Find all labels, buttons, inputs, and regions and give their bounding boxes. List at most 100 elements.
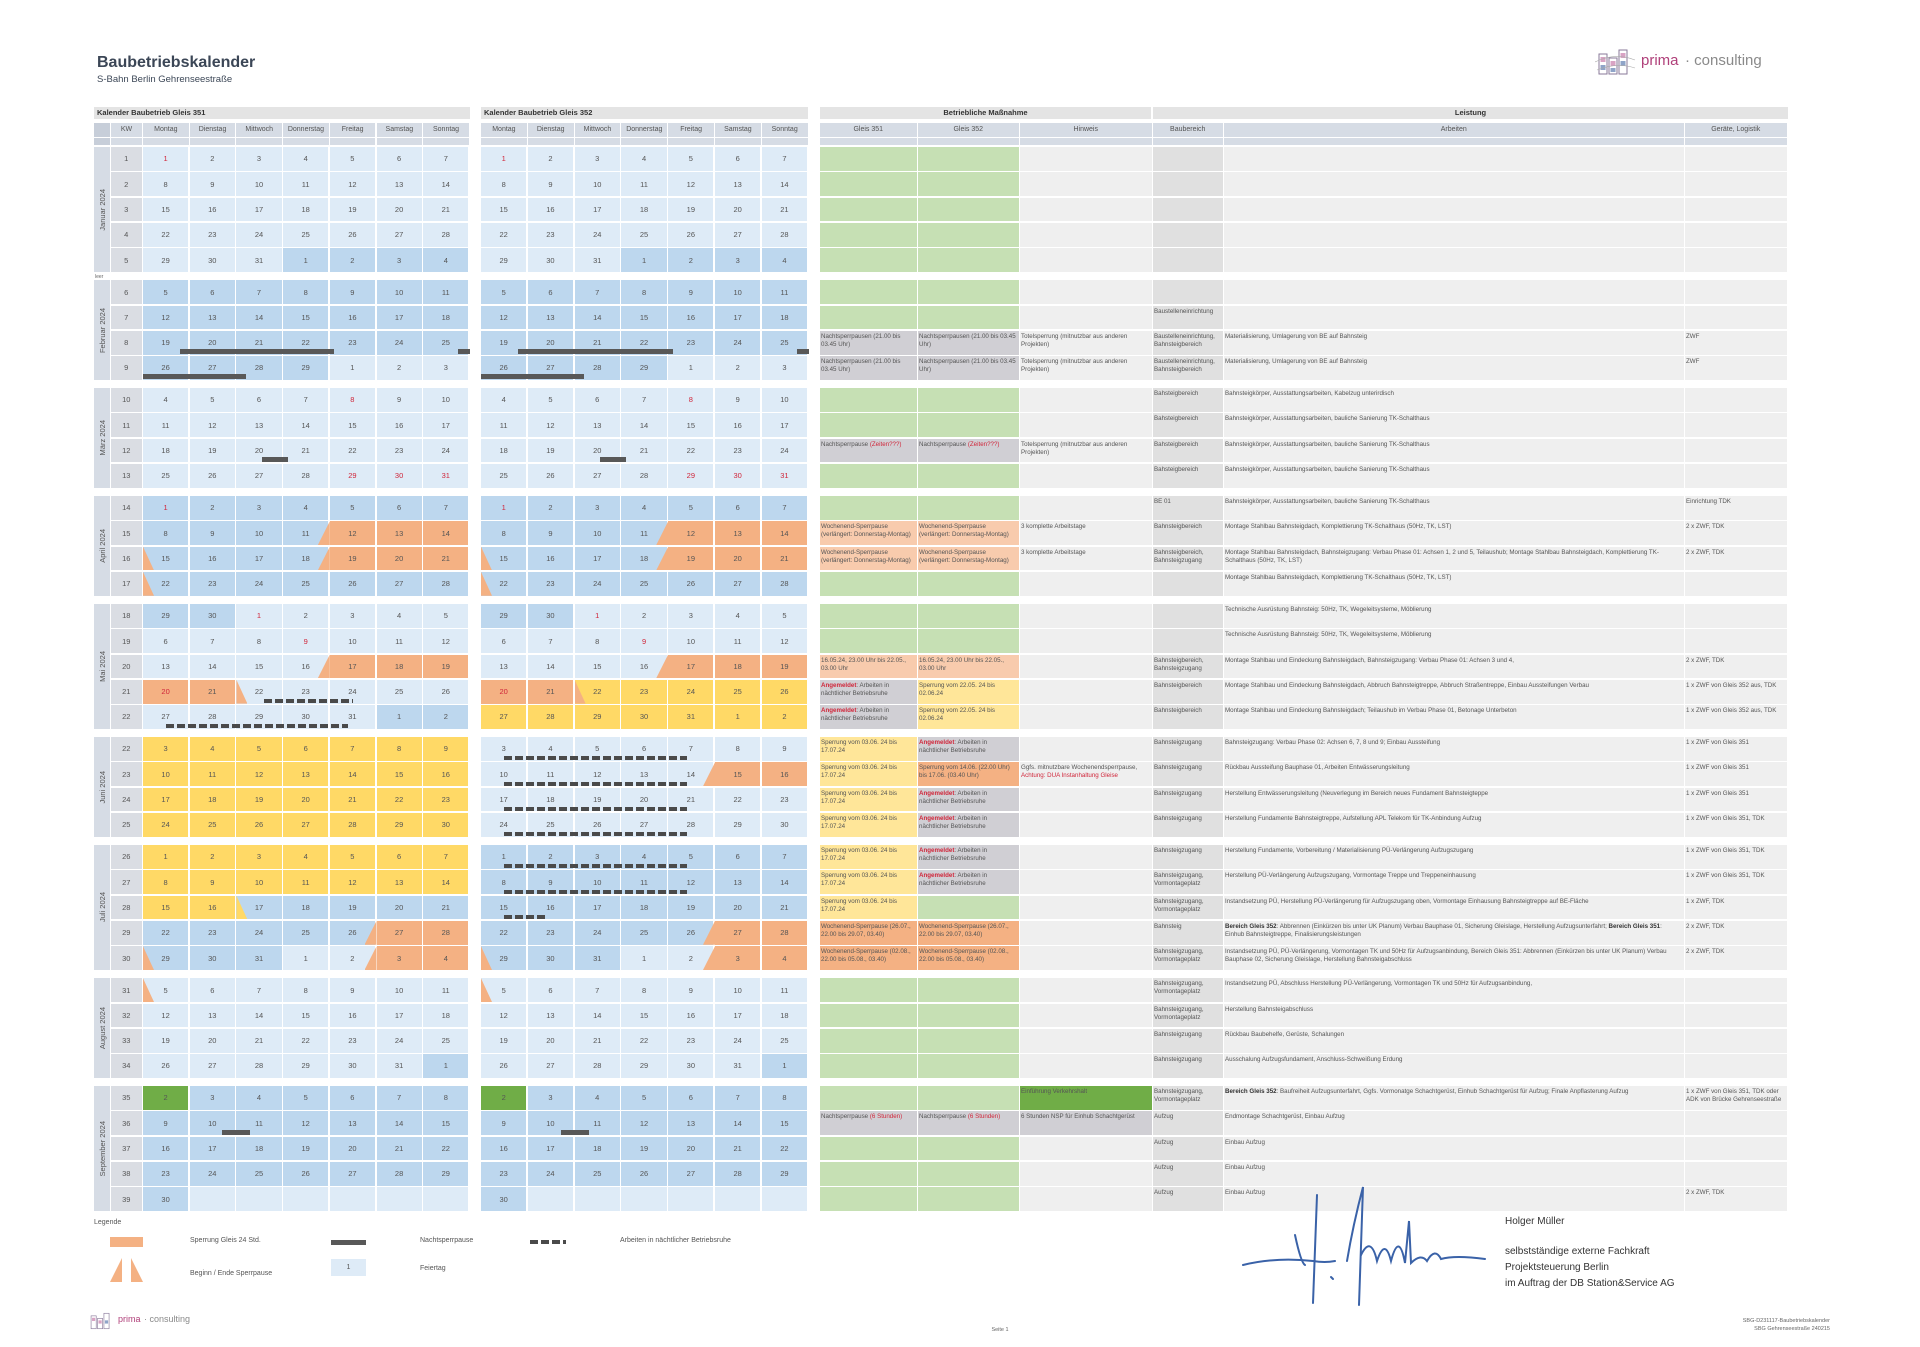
day-cell[interactable]: 25 bbox=[376, 679, 422, 704]
day-cell[interactable]: 22 bbox=[143, 571, 189, 596]
day-cell[interactable]: 6 bbox=[481, 629, 527, 653]
day-cell[interactable]: 17 bbox=[574, 197, 620, 222]
day-cell[interactable]: 10 bbox=[574, 870, 620, 895]
day-cell[interactable]: 24 bbox=[574, 222, 620, 247]
day-cell[interactable]: 17 bbox=[376, 305, 422, 330]
day-cell[interactable]: 16 bbox=[527, 197, 574, 222]
day-cell[interactable]: 14 bbox=[574, 305, 620, 330]
day-cell[interactable]: 15 bbox=[715, 762, 761, 787]
day-cell[interactable]: 28 bbox=[236, 1054, 282, 1078]
day-cell[interactable]: 24 bbox=[715, 1028, 761, 1053]
day-cell[interactable]: 15 bbox=[481, 197, 527, 222]
day-cell[interactable]: 15 bbox=[621, 1003, 667, 1028]
day-cell[interactable]: 3 bbox=[236, 496, 282, 520]
day-cell[interactable]: 9 bbox=[329, 978, 375, 1002]
day-cell[interactable]: 18 bbox=[761, 305, 808, 330]
day-cell[interactable]: 23 bbox=[527, 571, 574, 596]
day-cell[interactable]: 28 bbox=[761, 571, 808, 596]
day-cell[interactable]: 27 bbox=[527, 356, 574, 380]
day-cell[interactable]: 10 bbox=[189, 1111, 235, 1136]
day-cell[interactable]: 22 bbox=[236, 679, 282, 704]
day-cell[interactable]: 28 bbox=[715, 1162, 761, 1186]
day-cell[interactable]: 21 bbox=[236, 1028, 282, 1053]
day-cell[interactable]: 8 bbox=[761, 1086, 808, 1110]
day-cell[interactable]: 26 bbox=[621, 1162, 667, 1186]
day-cell[interactable]: 20 bbox=[715, 895, 761, 920]
day-cell[interactable]: 21 bbox=[376, 1136, 422, 1161]
holiday-day-cell[interactable]: 31 bbox=[423, 464, 469, 488]
day-cell[interactable]: 30 bbox=[283, 705, 329, 729]
day-cell[interactable] bbox=[621, 1187, 667, 1212]
day-cell[interactable]: 18 bbox=[621, 197, 667, 222]
day-cell[interactable]: 30 bbox=[189, 603, 235, 628]
day-cell[interactable]: 25 bbox=[236, 1162, 282, 1186]
day-cell[interactable]: 21 bbox=[527, 679, 574, 704]
day-cell[interactable]: 21 bbox=[574, 330, 620, 355]
day-cell[interactable]: 11 bbox=[761, 978, 808, 1002]
day-cell[interactable]: 2 bbox=[143, 1086, 189, 1110]
day-cell[interactable] bbox=[189, 1187, 235, 1212]
day-cell[interactable]: 26 bbox=[143, 1054, 189, 1078]
day-cell[interactable]: 6 bbox=[621, 737, 667, 761]
day-cell[interactable]: 22 bbox=[621, 1028, 667, 1053]
day-cell[interactable]: 5 bbox=[329, 845, 375, 869]
day-cell[interactable]: 19 bbox=[143, 330, 189, 355]
day-cell[interactable]: 15 bbox=[236, 654, 282, 679]
day-cell[interactable]: 13 bbox=[715, 172, 761, 197]
day-cell[interactable]: 21 bbox=[189, 679, 235, 704]
holiday-day-cell[interactable]: 20 bbox=[481, 679, 527, 704]
day-cell[interactable]: 2 bbox=[668, 248, 714, 272]
day-cell[interactable]: 21 bbox=[761, 895, 808, 920]
day-cell[interactable]: 27 bbox=[621, 813, 667, 837]
day-cell[interactable]: 27 bbox=[189, 356, 235, 380]
holiday-day-cell[interactable]: 20 bbox=[143, 679, 189, 704]
day-cell[interactable]: 14 bbox=[236, 305, 282, 330]
day-cell[interactable]: 2 bbox=[283, 603, 329, 628]
day-cell[interactable]: 23 bbox=[329, 330, 375, 355]
day-cell[interactable]: 6 bbox=[715, 496, 761, 520]
day-cell[interactable]: 28 bbox=[423, 222, 469, 247]
day-cell[interactable]: 2 bbox=[189, 845, 235, 869]
day-cell[interactable]: 25 bbox=[283, 920, 329, 945]
day-cell[interactable]: 22 bbox=[574, 679, 620, 704]
day-cell[interactable]: 13 bbox=[376, 870, 422, 895]
day-cell[interactable]: 4 bbox=[283, 845, 329, 869]
day-cell[interactable]: 15 bbox=[329, 413, 375, 438]
day-cell[interactable]: 25 bbox=[423, 1028, 469, 1053]
day-cell[interactable]: 29 bbox=[236, 705, 282, 729]
day-cell[interactable]: 21 bbox=[329, 787, 375, 812]
day-cell[interactable]: 16 bbox=[481, 1136, 527, 1161]
day-cell[interactable]: 19 bbox=[329, 895, 375, 920]
day-cell[interactable]: 11 bbox=[283, 172, 329, 197]
day-cell[interactable]: 9 bbox=[376, 388, 422, 412]
day-cell[interactable]: 23 bbox=[189, 571, 235, 596]
day-cell[interactable]: 3 bbox=[574, 845, 620, 869]
day-cell[interactable]: 11 bbox=[481, 413, 527, 438]
day-cell[interactable]: 21 bbox=[668, 787, 714, 812]
day-cell[interactable]: 26 bbox=[329, 222, 375, 247]
day-cell[interactable]: 20 bbox=[376, 546, 422, 571]
day-cell[interactable]: 17 bbox=[574, 546, 620, 571]
day-cell[interactable]: 26 bbox=[143, 356, 189, 380]
day-cell[interactable]: 15 bbox=[143, 197, 189, 222]
day-cell[interactable]: 26 bbox=[668, 571, 714, 596]
day-cell[interactable]: 5 bbox=[143, 280, 189, 304]
day-cell[interactable]: 18 bbox=[283, 546, 329, 571]
holiday-day-cell[interactable]: 30 bbox=[376, 464, 422, 488]
day-cell[interactable]: 5 bbox=[283, 1086, 329, 1110]
day-cell[interactable]: 18 bbox=[621, 895, 667, 920]
day-cell[interactable]: 15 bbox=[481, 546, 527, 571]
day-cell[interactable]: 1 bbox=[481, 845, 527, 869]
day-cell[interactable]: 16 bbox=[668, 305, 714, 330]
day-cell[interactable]: 16 bbox=[668, 1003, 714, 1028]
day-cell[interactable]: 25 bbox=[143, 464, 189, 488]
day-cell[interactable]: 18 bbox=[527, 787, 574, 812]
day-cell[interactable]: 11 bbox=[143, 413, 189, 438]
day-cell[interactable]: 6 bbox=[376, 147, 422, 171]
day-cell[interactable]: 24 bbox=[236, 920, 282, 945]
holiday-day-cell[interactable]: 8 bbox=[668, 388, 714, 412]
day-cell[interactable]: 23 bbox=[283, 679, 329, 704]
day-cell[interactable]: 9 bbox=[189, 870, 235, 895]
day-cell[interactable]: 12 bbox=[329, 870, 375, 895]
day-cell[interactable]: 6 bbox=[329, 1086, 375, 1110]
